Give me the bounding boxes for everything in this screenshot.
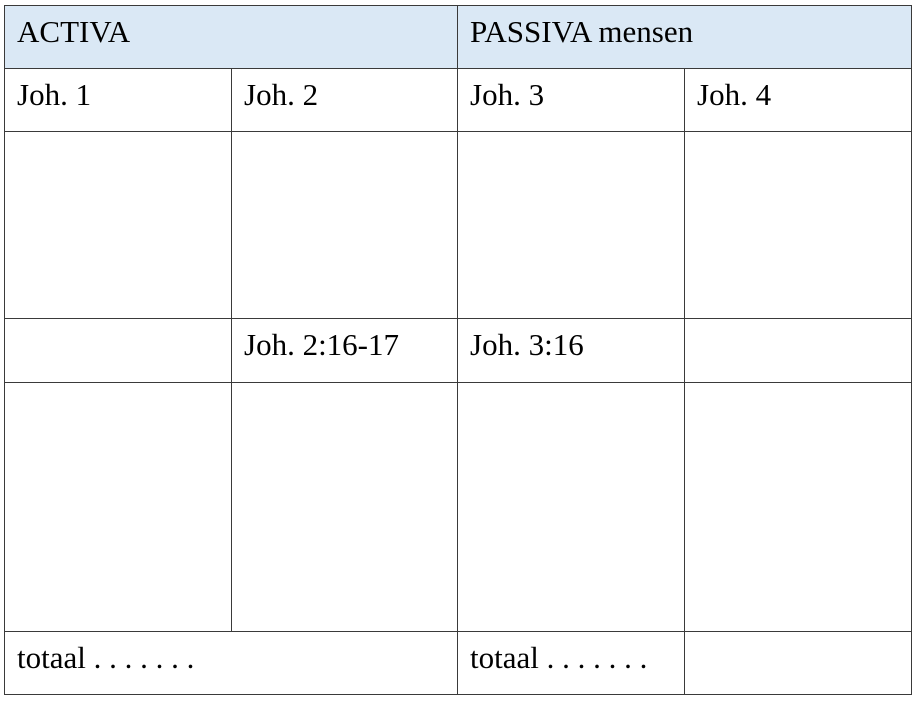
blank-cell bbox=[230, 131, 459, 319]
blank-cell bbox=[230, 382, 459, 632]
column-cell: Joh. 2 bbox=[230, 68, 459, 132]
total-cell: totaal . . . . . . . bbox=[457, 631, 686, 695]
column-row: Joh. 1 Joh. 2 Joh. 3 Joh. 4 bbox=[4, 68, 913, 132]
blank-cell bbox=[4, 382, 232, 632]
column-cell: Joh. 1 bbox=[4, 68, 232, 132]
total-row: totaal . . . . . . . totaal . . . . . . … bbox=[3, 631, 913, 695]
blank-cell bbox=[684, 131, 913, 319]
blank-cell bbox=[684, 382, 913, 632]
blank-cell bbox=[684, 631, 913, 695]
blank-row bbox=[4, 382, 913, 632]
header-cell: ACTIVA bbox=[3, 5, 459, 69]
total-cell: totaal . . . . . . . bbox=[3, 631, 459, 695]
balance-table: ACTIVA PASSIVA mensen Joh. 1 Joh. 2 Joh.… bbox=[3, 5, 913, 695]
column-cell: Joh. 4 bbox=[684, 68, 913, 132]
column-cell: Joh. 3 bbox=[457, 68, 686, 132]
reference-row: Joh. 2:16-17 Joh. 3:16 bbox=[4, 318, 913, 383]
blank-cell bbox=[457, 131, 686, 319]
header-row: ACTIVA PASSIVA mensen bbox=[3, 5, 913, 69]
reference-cell: Joh. 3:16 bbox=[457, 318, 686, 383]
blank-cell bbox=[4, 131, 232, 319]
blank-cell bbox=[4, 318, 232, 383]
header-cell: PASSIVA mensen bbox=[457, 5, 913, 69]
reference-cell: Joh. 2:16-17 bbox=[230, 318, 459, 383]
blank-cell bbox=[457, 382, 686, 632]
blank-cell bbox=[684, 318, 913, 383]
blank-row bbox=[4, 131, 913, 319]
